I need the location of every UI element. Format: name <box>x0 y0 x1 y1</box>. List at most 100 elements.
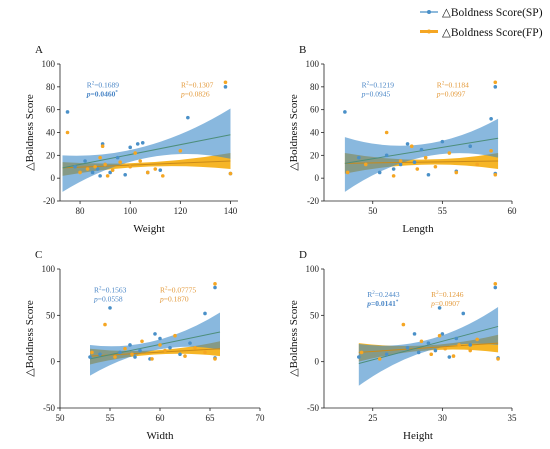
sp-point <box>158 336 162 341</box>
sp-point <box>135 142 140 146</box>
sp-point <box>489 117 493 121</box>
sp-point <box>357 155 361 160</box>
sp-p-text: p=0.0558 <box>93 295 123 304</box>
y-axis-title: △Boldness Score <box>24 94 36 171</box>
y-tick-label: -20 <box>43 196 55 206</box>
significance-marker: * <box>396 300 399 305</box>
sp-point <box>493 285 498 290</box>
fp-point <box>228 171 233 176</box>
sp-point <box>412 160 417 164</box>
sp-point <box>118 350 122 355</box>
fp-point <box>90 350 94 355</box>
sp-point <box>83 159 87 163</box>
x-axis-title: Weight <box>133 223 165 235</box>
fp-point <box>173 333 177 338</box>
fp-point <box>454 170 459 175</box>
fp-point <box>113 355 117 359</box>
fp-point <box>429 352 434 357</box>
fp-point <box>415 167 420 171</box>
fp-point <box>153 167 158 171</box>
sp-point <box>65 110 70 114</box>
sp-point <box>213 285 217 290</box>
r2-superscript: 2 <box>372 291 375 296</box>
sp-point <box>493 85 498 89</box>
fp-point <box>493 282 498 286</box>
x-axis-title: Height <box>403 430 433 442</box>
y-axis-title: △Boldness Score <box>288 300 300 377</box>
p-value: =0.0945 <box>365 89 390 98</box>
y-tick-label: 0 <box>315 357 320 367</box>
y-axis-title: △Boldness Score <box>288 94 300 171</box>
fit-layer <box>62 108 231 192</box>
r2-value: =0.2443 <box>375 290 400 299</box>
panel-b: B -20 0 20 40 60 80 100 50 55 60 Length △Boldness Sc… <box>288 44 517 235</box>
x-tick-label: 55 <box>106 413 116 423</box>
sp-point <box>186 115 190 120</box>
fp-point <box>493 172 498 177</box>
sp-point <box>433 348 438 353</box>
y-axis-title: △Boldness Score <box>24 300 36 377</box>
sp-point <box>73 164 77 169</box>
fp-point <box>105 174 110 178</box>
fp-point <box>391 174 396 178</box>
sp-point <box>391 167 396 171</box>
fp-point <box>203 350 207 355</box>
y-tick-label: 60 <box>310 105 320 115</box>
panel-letter: A <box>35 44 43 56</box>
sp-fit-line <box>62 134 231 169</box>
significance-marker: * <box>115 90 118 95</box>
legend: △Boldness Score(SP) △Boldness Score(FP) <box>420 7 543 39</box>
fp-r2-text: R2=0.1307 <box>181 80 214 89</box>
fp-point <box>128 164 132 169</box>
sp-point <box>108 170 112 175</box>
sp-point <box>398 162 403 167</box>
r2-symbol: R <box>431 290 436 299</box>
r2-symbol: R <box>367 290 372 299</box>
sp-r2-text: R2=0.1219 <box>362 80 395 89</box>
sp-point <box>447 355 452 359</box>
r2-superscript: 2 <box>99 287 102 292</box>
y-tick-label: -50 <box>43 403 55 413</box>
x-tick-label: 140 <box>224 206 238 216</box>
fp-r2-text: R2=0.1184 <box>437 80 469 89</box>
fp-point <box>158 343 162 347</box>
fp-point <box>100 144 105 148</box>
fp-point <box>103 162 107 167</box>
r2-symbol: R <box>437 80 442 89</box>
p-value: =0.0826 <box>185 89 210 98</box>
r2-value: =0.1246 <box>439 290 464 299</box>
fp-p-text: p=0.0907 <box>430 299 460 308</box>
sp-p-text: p=0.0945 <box>361 89 391 98</box>
p-value: =0.0558 <box>98 295 123 304</box>
fp-point <box>145 170 150 175</box>
fp-point <box>489 148 493 153</box>
fp-point <box>163 348 167 353</box>
sp-point <box>123 172 127 177</box>
x-tick-label: 100 <box>123 206 137 216</box>
fp-point <box>98 155 102 160</box>
r2-superscript: 2 <box>436 291 439 296</box>
fp-point <box>475 337 479 342</box>
x-tick-label: 25 <box>368 413 378 423</box>
x-axis-title: Length <box>402 223 434 235</box>
sp-confidence-band <box>358 306 499 386</box>
fp-point <box>150 357 154 361</box>
fp-point <box>359 350 364 355</box>
sp-point <box>90 170 95 175</box>
fp-point <box>183 354 187 358</box>
fp-point <box>138 159 143 163</box>
x-tick-label: 65 <box>206 413 216 423</box>
x-tick-label: 80 <box>76 206 86 216</box>
r2-superscript: 2 <box>92 81 95 86</box>
r2-value: =0.1184 <box>444 80 469 89</box>
r2-symbol: R <box>181 80 186 89</box>
fp-fit-line <box>358 342 499 353</box>
x-tick-label: 30 <box>438 413 448 423</box>
fp-point <box>496 357 500 361</box>
sp-r2-text: R2=0.1563 <box>94 286 127 295</box>
fp-point <box>401 322 406 327</box>
fp-r2-text: R2=0.07775 <box>160 286 196 295</box>
r2-superscript: 2 <box>165 287 168 292</box>
sp-point <box>153 332 157 336</box>
